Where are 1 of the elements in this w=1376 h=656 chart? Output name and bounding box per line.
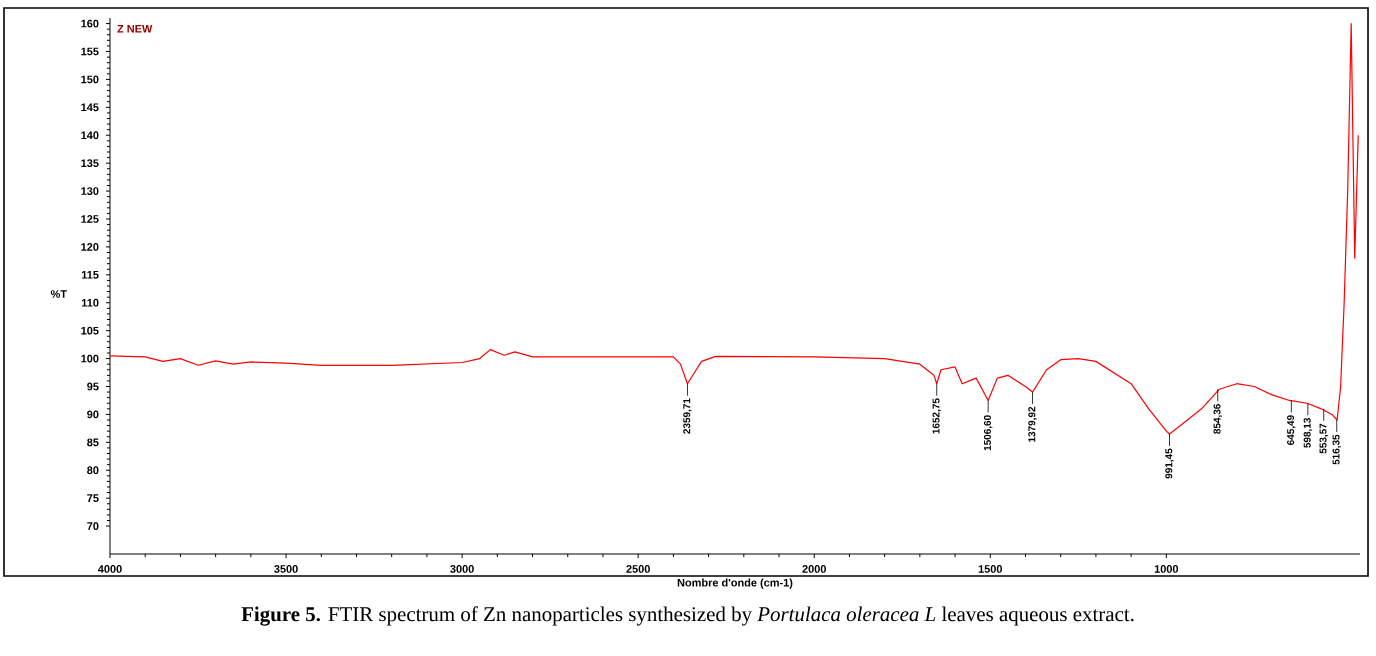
text: Figure 5. FTIR spectrum of Zn nanoparticles synthesized by Portulaca oleracea L leaves aqueous extract.: [241, 606, 1134, 626]
